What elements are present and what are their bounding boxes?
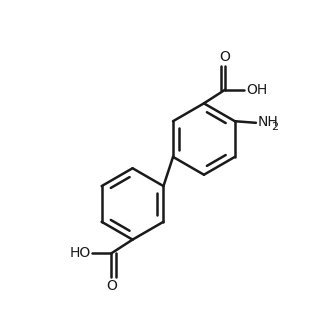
Text: O: O [219, 50, 230, 64]
Text: OH: OH [246, 83, 267, 97]
Text: O: O [106, 279, 117, 293]
Text: HO: HO [69, 246, 90, 260]
Text: NH: NH [257, 115, 278, 129]
Text: 2: 2 [272, 122, 279, 132]
